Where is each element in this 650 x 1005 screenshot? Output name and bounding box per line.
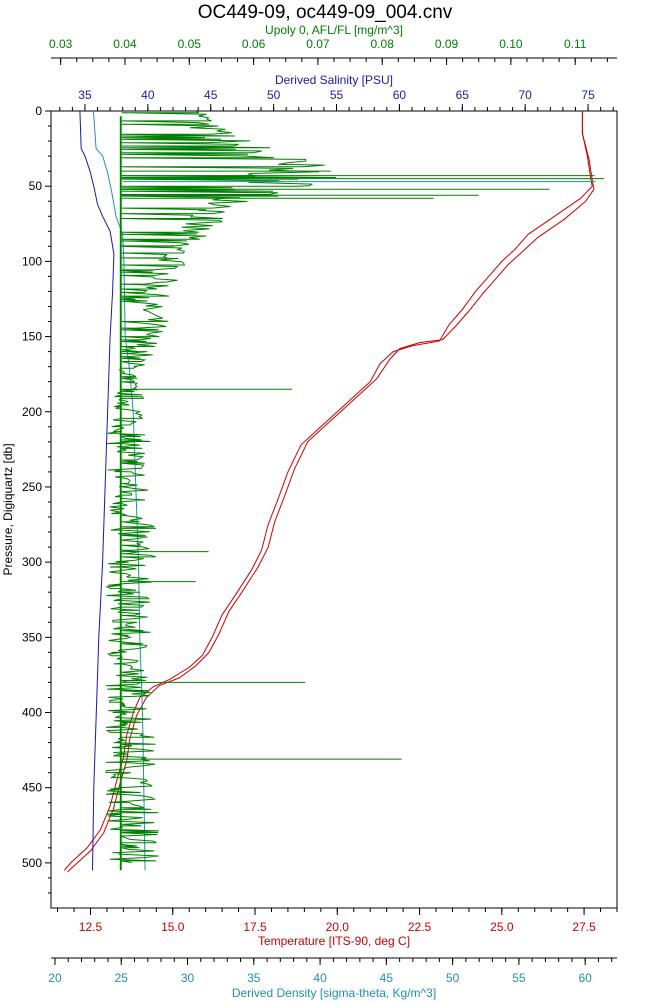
fluorescence-tick-label: 0.04 bbox=[113, 37, 137, 51]
pressure-tick-label: 500 bbox=[22, 856, 42, 870]
temperature-tick-label: 22.5 bbox=[408, 920, 432, 934]
density-tick-label: 60 bbox=[579, 971, 593, 985]
density-tick-label: 50 bbox=[446, 971, 460, 985]
density-tick-label: 55 bbox=[512, 971, 526, 985]
density-tick-label: 35 bbox=[247, 971, 261, 985]
pressure-tick-label: 450 bbox=[22, 781, 42, 795]
temperature-tick-label: 17.5 bbox=[243, 920, 267, 934]
temperature-profile-line bbox=[63, 111, 593, 871]
fluorescence-tick-label: 0.10 bbox=[499, 37, 523, 51]
fluorescence-axis-label: Upoly 0, AFL/FL [mg/m^3] bbox=[265, 23, 403, 37]
salinity-profile-line bbox=[79, 111, 115, 871]
plot-area bbox=[63, 111, 605, 873]
salinity-tick-label: 70 bbox=[519, 88, 533, 102]
fluorescence-tick-label: 0.06 bbox=[242, 37, 266, 51]
salinity-tick-label: 75 bbox=[581, 88, 595, 102]
pressure-axis-label: Pressure, Digiquartz [db] bbox=[1, 443, 15, 575]
density-axis-label: Derived Density [sigma-theta, Kg/m^3] bbox=[232, 986, 436, 1000]
salinity-tick-label: 35 bbox=[78, 88, 92, 102]
fluorescence-tick-label: 0.09 bbox=[435, 37, 459, 51]
fluorescence-tick-label: 0.08 bbox=[371, 37, 395, 51]
temperature-tick-label: 15.0 bbox=[161, 920, 185, 934]
density-tick-label: 45 bbox=[380, 971, 394, 985]
fluorescence-noise-trace bbox=[105, 111, 337, 864]
temperature-axis-label: Temperature [ITS-90, deg C] bbox=[258, 934, 410, 948]
pressure-tick-label: 250 bbox=[22, 480, 42, 494]
pressure-tick-label: 300 bbox=[22, 555, 42, 569]
pressure-tick-label: 50 bbox=[29, 179, 43, 193]
plot-frame bbox=[50, 110, 618, 909]
fluorescence-tick-label: 0.11 bbox=[564, 37, 587, 51]
pressure-tick-label: 200 bbox=[22, 405, 42, 419]
chart-title: OC449-09, oc449-09_004.cnv bbox=[198, 2, 453, 23]
salinity-tick-label: 55 bbox=[330, 88, 344, 102]
salinity-tick-label: 40 bbox=[141, 88, 155, 102]
salinity-tick-label: 50 bbox=[267, 88, 281, 102]
density-tick-label: 40 bbox=[313, 971, 327, 985]
density-tick-label: 25 bbox=[115, 971, 129, 985]
fluorescence-tick-label: 0.03 bbox=[49, 37, 73, 51]
salinity-tick-label: 60 bbox=[393, 88, 407, 102]
temperature-tick-label: 25.0 bbox=[490, 920, 514, 934]
fluorescence-tick-label: 0.07 bbox=[306, 37, 330, 51]
pressure-tick-label: 350 bbox=[22, 630, 42, 644]
pressure-tick-label: 150 bbox=[22, 330, 42, 344]
density-tick-label: 20 bbox=[48, 971, 62, 985]
temperature-profile-line bbox=[67, 111, 595, 873]
salinity-tick-label: 65 bbox=[456, 88, 470, 102]
temperature-tick-label: 20.0 bbox=[326, 920, 350, 934]
fluorescence-tick-label: 0.05 bbox=[178, 37, 202, 51]
temperature-tick-label: 27.5 bbox=[572, 920, 596, 934]
salinity-axis-label: Derived Salinity [PSU] bbox=[275, 73, 393, 87]
pressure-tick-label: 0 bbox=[35, 104, 42, 118]
temperature-tick-label: 12.5 bbox=[79, 920, 103, 934]
axes-group: 0 50 100 150 200 250 300 350 400 450 500 Pressure, … bbox=[1, 23, 618, 1000]
pressure-tick-label: 100 bbox=[22, 254, 42, 268]
density-tick-label: 30 bbox=[181, 971, 195, 985]
pressure-tick-label: 400 bbox=[22, 706, 42, 720]
salinity-tick-label: 45 bbox=[204, 88, 218, 102]
